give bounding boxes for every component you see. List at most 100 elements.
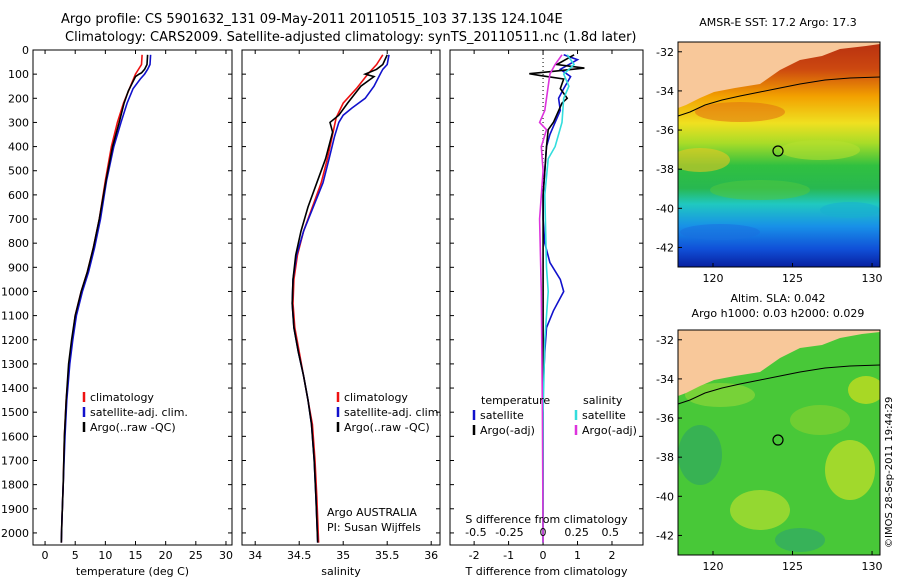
difference-series-s-satellite — [542, 54, 576, 543]
legend-label: Argo(-adj) — [480, 424, 535, 437]
sst-shelf-line — [677, 76, 881, 117]
ytick-label: 1800 — [1, 479, 29, 492]
legend-label: temperature — [481, 394, 550, 407]
header-line-1: Argo profile: CS 5901632_131 09-May-2011… — [61, 12, 563, 27]
sla-shelf-line — [677, 364, 881, 405]
salinity-panel: 34 34.5 35 35.5 36 salinity climatology satelli… — [241, 49, 442, 578]
map-xtick-label: 125 — [782, 272, 803, 285]
temperature-series-argo-raw-qc- — [60, 54, 149, 543]
map-ytick-label: -32 — [656, 46, 674, 59]
map-ytick-label: -40 — [656, 490, 674, 503]
sst-blobs — [678, 102, 880, 240]
legend-label: Argo(..raw -QC) — [90, 421, 176, 434]
map-xtick-label: 120 — [702, 272, 723, 285]
ytick-label: 700 — [8, 213, 29, 226]
xtick-label: -2 — [469, 549, 480, 562]
xtick-label: 34.5 — [287, 549, 312, 562]
temperature-panel: 0100200300400500600700800900100011001200… — [1, 44, 233, 578]
xtick-label: 2 — [608, 549, 615, 562]
sst-map-title: AMSR-E SST: 17.2 Argo: 17.3 — [699, 16, 857, 29]
xtick-label: 5 — [72, 549, 79, 562]
map-xtick-label: 120 — [702, 560, 723, 573]
argo-owner: Argo AUSTRALIA — [327, 506, 417, 519]
xtick-label: 35 — [336, 549, 350, 562]
ytick-label: 1100 — [1, 310, 29, 323]
map-ytick-label: -34 — [656, 85, 674, 98]
ytick-label: 1900 — [1, 503, 29, 516]
map-ytick-label: -34 — [656, 373, 674, 386]
temperature-xlabel: temperature (deg C) — [76, 565, 189, 578]
legend-label: satellite-adj. clim. — [90, 406, 188, 419]
ytick-label: 900 — [8, 261, 29, 274]
ytick-label: 0 — [22, 44, 29, 57]
ytick-label: 400 — [8, 141, 29, 154]
ytick-label: 2000 — [1, 527, 29, 540]
xtick-label: 30 — [219, 549, 233, 562]
salinity-axes-box — [241, 49, 441, 546]
ytick-label: 1400 — [1, 382, 29, 395]
ytick-label: 500 — [8, 165, 29, 178]
ytick-label: 1700 — [1, 454, 29, 467]
sla-map — [677, 329, 881, 556]
ytick-label: 1600 — [1, 430, 29, 443]
difference-axes-box — [449, 49, 644, 546]
imos-stamp: ©IMOS 28-Sep-2011 19:44:29 — [884, 397, 895, 548]
ytick-label: 300 — [8, 116, 29, 129]
map-ticks: 120 125 130 -32 -34 -36 -38 -40 -42 120 125 130 -32 -… — [656, 46, 883, 573]
sst-argo-marker — [772, 145, 784, 157]
xtick-label: 25 — [189, 549, 203, 562]
xtick-label: 20 — [159, 549, 173, 562]
header-line-2: Climatology: CARS2009. Satellite-adjuste… — [65, 30, 637, 45]
difference-panel: -2 -1 0 1 2 T difference from climatology -0.5… — [449, 49, 644, 578]
ytick-label: 800 — [8, 237, 29, 250]
sst-map — [677, 41, 881, 268]
map-xtick-label: 125 — [782, 560, 803, 573]
map-ytick-label: -32 — [656, 334, 674, 347]
map-xtick-label: 130 — [862, 272, 883, 285]
temperature-axes-box — [32, 49, 233, 546]
difference-series-t-argo-adj- — [529, 54, 585, 543]
map-ytick-label: -38 — [656, 163, 674, 176]
sla-map-title-2: Argo h1000: 0.03 h2000: 0.029 — [692, 307, 865, 320]
map-ytick-label: -36 — [656, 124, 674, 137]
x2tick-label: -0.5 — [465, 526, 486, 539]
legend-label: Argo(-adj) — [582, 424, 637, 437]
sla-land — [678, 330, 880, 396]
x2tick-label: 0 — [540, 526, 547, 539]
xtick-label: 1 — [574, 549, 581, 562]
map-ytick-label: -36 — [656, 412, 674, 425]
sst-map-frame — [677, 41, 881, 268]
map-ytick-label: -42 — [656, 241, 674, 254]
salinity-xlabel: salinity — [321, 565, 361, 578]
ytick-label: 1300 — [1, 358, 29, 371]
ytick-label: 1200 — [1, 334, 29, 347]
map-ytick-label: -42 — [656, 529, 674, 542]
xtick-label: 0 — [42, 549, 49, 562]
sst-land — [678, 42, 880, 108]
x2tick-label: 0.5 — [602, 526, 620, 539]
map-ytick-label: -40 — [656, 202, 674, 215]
difference-xlabel: T difference from climatology — [465, 565, 628, 578]
sla-blobs — [678, 376, 880, 552]
legend-label: climatology — [344, 391, 408, 404]
xtick-label: 35.5 — [375, 549, 400, 562]
ytick-label: 200 — [8, 92, 29, 105]
xtick-label: 34 — [248, 549, 262, 562]
ytick-label: 1000 — [1, 285, 29, 298]
legend-label: satellite — [480, 409, 524, 422]
profile-panels: 0100200300400500600700800900100011001200… — [1, 44, 644, 578]
ytick-label: 100 — [8, 68, 29, 81]
salinity-series-argo-raw-qc- — [291, 54, 388, 543]
legend-label: satellite-adj. clim. — [344, 406, 442, 419]
sla-map-frame — [677, 329, 881, 556]
legend-label: satellite — [582, 409, 626, 422]
xtick-label: 15 — [129, 549, 143, 562]
legend-label: Argo(..raw -QC) — [344, 421, 430, 434]
sla-argo-marker — [772, 434, 784, 446]
xtick-label: 36 — [424, 549, 438, 562]
legend-label: climatology — [90, 391, 154, 404]
map-ytick-label: -38 — [656, 451, 674, 464]
ytick-label: 1500 — [1, 406, 29, 419]
xtick-label: 0 — [540, 549, 547, 562]
